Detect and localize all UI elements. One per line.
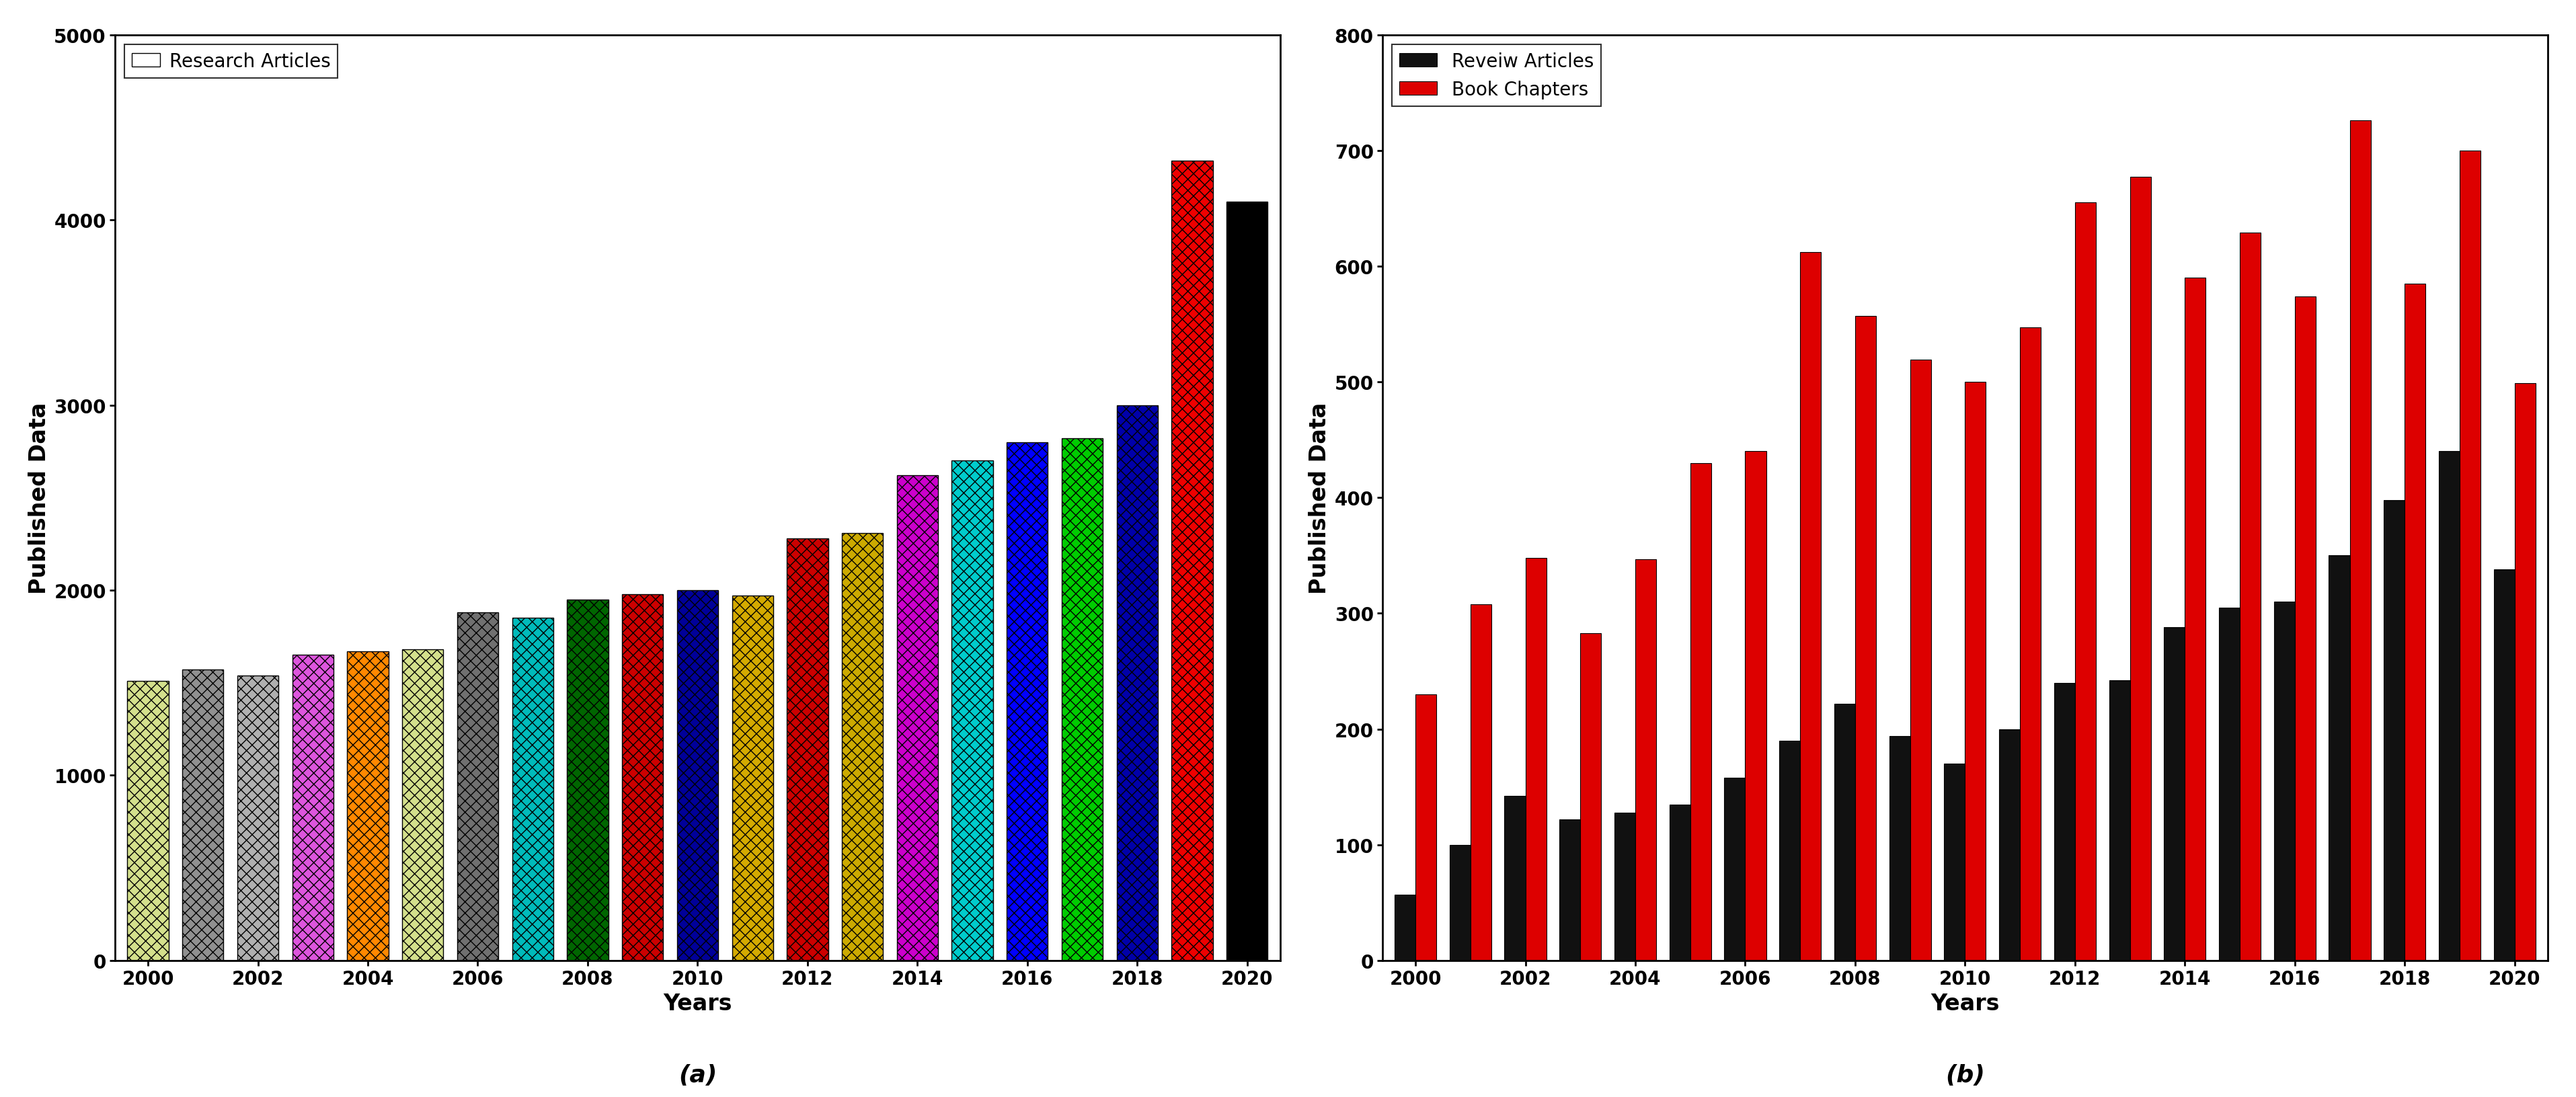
Bar [842, 533, 884, 961]
Bar [1855, 316, 1875, 961]
Bar [2514, 384, 2535, 961]
Bar [1115, 406, 1157, 961]
Y-axis label: Published Data: Published Data [28, 403, 49, 593]
Bar [126, 681, 167, 961]
Bar [2218, 608, 2241, 961]
Bar [2020, 328, 2040, 961]
Bar [1965, 383, 1986, 961]
Bar [2164, 627, 2184, 961]
Bar [183, 670, 224, 961]
Bar [291, 655, 332, 961]
Bar [1061, 439, 1103, 961]
Bar [1636, 559, 1656, 961]
Bar [513, 619, 554, 961]
Bar [1801, 252, 1821, 961]
Bar [786, 539, 827, 961]
Bar [1450, 845, 1471, 961]
Bar [732, 596, 773, 961]
Bar [2110, 681, 2130, 961]
Bar [677, 590, 719, 961]
Bar [1394, 895, 1414, 961]
Bar [1471, 604, 1492, 961]
Text: (b): (b) [1945, 1063, 1986, 1086]
Bar [1172, 161, 1213, 961]
Bar [951, 461, 992, 961]
Bar [1226, 202, 1267, 961]
Bar [1723, 778, 1744, 961]
Bar [1558, 819, 1579, 961]
Bar [1525, 558, 1546, 961]
Bar [237, 676, 278, 961]
Bar [2383, 500, 2406, 961]
Legend: Research Articles: Research Articles [124, 45, 337, 79]
Bar [1690, 463, 1710, 961]
Bar [1504, 796, 1525, 961]
Legend: Reveiw Articles, Book Chapters: Reveiw Articles, Book Chapters [1391, 45, 1602, 106]
Bar [402, 649, 443, 961]
Bar [2439, 452, 2460, 961]
Bar [2074, 203, 2097, 961]
Bar [1414, 694, 1437, 961]
Bar [2494, 569, 2514, 961]
Bar [2275, 602, 2295, 961]
Bar [2130, 178, 2151, 961]
X-axis label: Years: Years [662, 992, 732, 1014]
Bar [2053, 683, 2074, 961]
X-axis label: Years: Years [1929, 992, 1999, 1014]
Bar [1999, 730, 2020, 961]
Bar [2295, 297, 2316, 961]
Bar [896, 476, 938, 961]
Bar [2329, 556, 2349, 961]
Bar [1780, 740, 1801, 961]
Bar [1909, 360, 1932, 961]
Bar [456, 613, 497, 961]
Bar [1945, 764, 1965, 961]
Bar [1744, 452, 1767, 961]
Bar [1615, 813, 1636, 961]
Bar [621, 595, 662, 961]
Bar [2460, 151, 2481, 961]
Bar [1579, 633, 1602, 961]
Bar [1834, 704, 1855, 961]
Bar [567, 600, 608, 961]
Bar [1888, 736, 1909, 961]
Bar [348, 652, 389, 961]
Text: (a): (a) [677, 1063, 716, 1086]
Bar [1007, 442, 1048, 961]
Bar [1669, 804, 1690, 961]
Bar [2406, 284, 2427, 961]
Y-axis label: Published Data: Published Data [1309, 403, 1332, 593]
Bar [2241, 234, 2262, 961]
Bar [2349, 121, 2370, 961]
Bar [2184, 279, 2205, 961]
